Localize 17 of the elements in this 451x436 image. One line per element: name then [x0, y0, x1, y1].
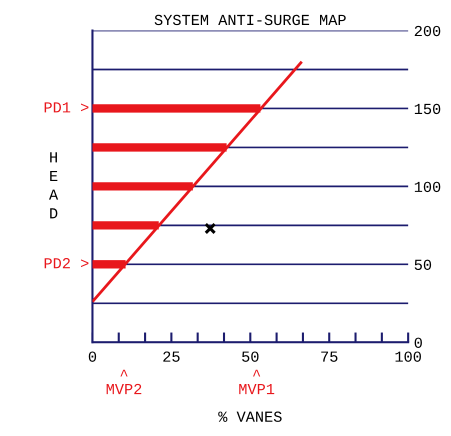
- x-tick-label: 25: [163, 351, 180, 362]
- text: ^ MVP2: [106, 370, 142, 394]
- x-axis-title: % VANES: [218, 412, 282, 422]
- text: PD2 >: [44, 258, 88, 268]
- y-tick-label: 50: [414, 260, 432, 270]
- y-tick-label: 100: [414, 182, 440, 192]
- text: ^ MVP1: [239, 370, 274, 394]
- y-axis-title: HEAD: [48, 152, 58, 218]
- text: PD1 >: [44, 102, 88, 112]
- y-tick-label: 200: [414, 26, 440, 36]
- x-tick-label: 75: [321, 352, 338, 362]
- y-tick-label: 150: [414, 104, 440, 114]
- y-tick-label: 0: [414, 338, 422, 348]
- x-tick-label: 50: [242, 351, 259, 362]
- x-tick-label: 0: [88, 351, 96, 362]
- chart-title: SYSTEM ANTI-SURGE MAP: [154, 14, 346, 26]
- x-tick-label: 100: [396, 351, 421, 362]
